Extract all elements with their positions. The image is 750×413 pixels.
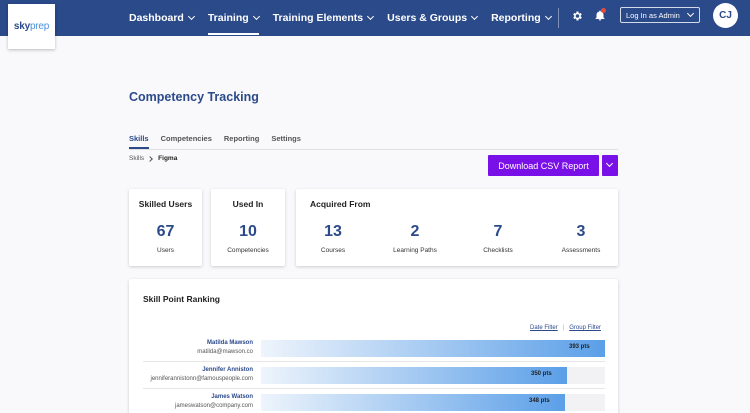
ranking-title: Skill Point Ranking: [143, 294, 220, 304]
notification-dot: [601, 8, 606, 13]
row-divider: [143, 361, 605, 362]
tab-competencies[interactable]: Competencies: [160, 134, 212, 143]
ranking-points: 350 pts: [531, 371, 552, 377]
ranking-user-email: jameswatson@company.com: [174, 403, 253, 409]
login-as-label: Log In as Admin: [626, 10, 680, 20]
ranking-bar-track: 350 pts: [261, 367, 605, 384]
logo-sky-text: sky: [13, 21, 30, 32]
nav-divider: [558, 8, 559, 28]
chevron-down-icon: [686, 9, 695, 18]
ranking-user-name: Jennifer Anniston: [202, 367, 253, 373]
acquired-learning-paths-label: Learning Paths: [393, 247, 437, 254]
avatar-initials: CJ: [719, 10, 732, 21]
ranking-bar: [261, 367, 567, 384]
chevron-down-icon: [605, 159, 614, 168]
ranking-bar: [261, 394, 565, 411]
ranking-row[interactable]: Jennifer Anniston jenniferannistonn@famo…: [143, 367, 605, 389]
download-csv-button[interactable]: Download CSV Report: [488, 155, 599, 176]
ranking-row[interactable]: Matilda Mawson matilda@mawson.co 393 pts: [143, 340, 605, 362]
nav-training-elements-label: Training Elements: [272, 12, 364, 24]
ranking-bar: [261, 340, 605, 357]
used-in-stat: 10 Competencies: [211, 223, 285, 254]
nav-training-elements[interactable]: Training Elements: [272, 0, 375, 36]
breadcrumb: Skills Figma: [129, 155, 177, 162]
skilled-users-stat: 67 Users: [129, 223, 202, 254]
used-in-title: Used In: [232, 199, 264, 209]
used-in-card: Used In 10 Competencies: [211, 189, 285, 266]
nav-users-groups-label: Users & Groups: [387, 12, 468, 24]
nav-reporting[interactable]: Reporting: [491, 0, 552, 36]
acquired-learning-paths-value: 2: [410, 223, 420, 240]
ranking-user-name: James Watson: [211, 394, 253, 400]
skilled-users-label: Users: [157, 247, 174, 254]
acquired-checklists-stat: 7 Checklists: [473, 223, 523, 254]
row-divider: [143, 388, 605, 389]
download-options-button[interactable]: [602, 155, 618, 176]
acquired-checklists-label: Checklists: [483, 247, 513, 254]
chevron-down-icon: [471, 12, 479, 21]
acquired-courses-value: 13: [324, 223, 342, 240]
ranking-user-name: Matilda Mawson: [206, 340, 253, 346]
main-nav: Dashboard Training Training Elements Use…: [129, 0, 565, 36]
nav-users-groups[interactable]: Users & Groups: [387, 0, 479, 36]
nav-dashboard[interactable]: Dashboard: [129, 0, 195, 36]
acquired-from-card: Acquired From 13 Courses 2 Learning Path…: [296, 189, 618, 266]
tab-reporting[interactable]: Reporting: [223, 134, 260, 143]
avatar[interactable]: CJ: [713, 3, 738, 28]
nav-training-label: Training: [207, 12, 249, 24]
ranking-points: 393 pts: [569, 344, 590, 350]
filter-separator: |: [562, 325, 565, 331]
breadcrumb-current: Figma: [158, 155, 178, 162]
acquired-from-title: Acquired From: [310, 199, 371, 209]
ranking-user-email: matilda@mawson.co: [197, 349, 253, 355]
used-in-label: Competencies: [227, 247, 269, 254]
acquired-checklists-value: 7: [493, 223, 503, 240]
acquired-courses-label: Courses: [320, 247, 346, 254]
top-navbar: Dashboard Training Training Elements Use…: [0, 0, 750, 36]
acquired-assessments-value: 3: [576, 223, 586, 240]
gear-icon[interactable]: [571, 10, 583, 22]
chevron-down-icon: [252, 12, 260, 21]
acquired-courses-stat: 13 Courses: [308, 223, 358, 254]
ranking-user-email: jenniferannistonn@famouspeople.com: [150, 376, 254, 382]
chevron-down-icon: [367, 12, 375, 21]
bell-icon[interactable]: [594, 9, 606, 22]
skyprep-logo[interactable]: skyprep: [8, 4, 55, 49]
ranking-row[interactable]: James Watson jameswatson@company.com 348…: [143, 394, 605, 413]
nav-training[interactable]: Training: [207, 0, 260, 36]
chevron-right-icon: [147, 155, 154, 162]
logo-text: skyprep: [13, 21, 50, 32]
ranking-bar-track: 348 pts: [261, 394, 605, 411]
ranking-points: 348 pts: [529, 398, 550, 404]
chevron-down-icon: [187, 12, 195, 21]
skilled-users-card: Skilled Users 67 Users: [129, 189, 202, 266]
chevron-down-icon: [544, 12, 552, 21]
group-filter-link[interactable]: Group Filter: [569, 325, 601, 331]
page-title: Competency Tracking: [129, 90, 259, 104]
acquired-learning-paths-stat: 2 Learning Paths: [385, 223, 445, 254]
nav-reporting-label: Reporting: [491, 12, 541, 24]
login-as-select[interactable]: Log In as Admin: [620, 7, 700, 23]
acquired-assessments-label: Assessments: [561, 247, 601, 254]
breadcrumb-skills-link[interactable]: Skills: [129, 155, 145, 162]
ranking-filters: Date Filter | Group Filter: [530, 325, 601, 331]
tab-skills[interactable]: Skills: [129, 134, 149, 149]
logo-prep-text: prep: [29, 21, 50, 32]
used-in-value: 10: [239, 223, 257, 240]
skilled-users-value: 67: [156, 223, 175, 240]
tab-bar: Skills Competencies Reporting Settings: [129, 134, 618, 150]
date-filter-link[interactable]: Date Filter: [530, 325, 558, 331]
nav-dashboard-label: Dashboard: [129, 12, 184, 24]
tab-settings[interactable]: Settings: [271, 134, 301, 143]
acquired-assessments-stat: 3 Assessments: [554, 223, 608, 254]
ranking-bar-track: 393 pts: [261, 340, 605, 357]
skilled-users-title: Skilled Users: [138, 199, 193, 209]
